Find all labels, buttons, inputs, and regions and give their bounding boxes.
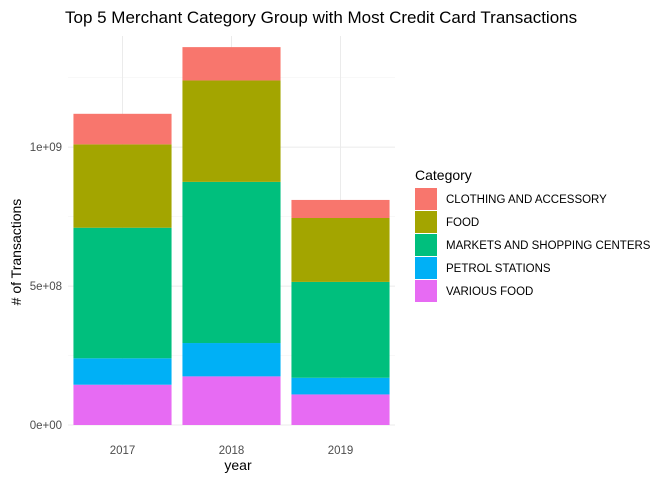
legend-label: PETROL STATIONS [446, 263, 551, 275]
x-tick-label: 2019 [328, 445, 354, 457]
legend-label: CLOTHING AND ACCESSORY [446, 194, 607, 206]
legend-key [415, 188, 437, 210]
bar-segment [73, 227, 172, 359]
bar-segment [291, 199, 390, 218]
bar-segment [73, 144, 172, 228]
bar-segment [182, 376, 281, 425]
x-tick-label: 2018 [219, 445, 245, 457]
bar-segment [182, 80, 281, 182]
y-axis-ticks: 0e+00 5e+08 1e+09 [30, 142, 62, 432]
legend-title: Category [415, 167, 472, 183]
legend-label: VARIOUS FOOD [446, 286, 533, 298]
bar-segment [73, 113, 172, 145]
bar-segment [73, 358, 172, 385]
legend-key [415, 280, 437, 302]
x-tick-label: 2017 [110, 445, 136, 457]
bar-segment [291, 281, 390, 378]
legend-key [415, 211, 437, 233]
legend-key [415, 234, 437, 256]
bar-segment [182, 181, 281, 344]
legend-label: FOOD [446, 217, 479, 229]
y-tick-label: 5e+08 [30, 281, 62, 293]
bars [73, 47, 390, 425]
bar-segment [182, 343, 281, 377]
chart-title: Top 5 Merchant Category Group with Most … [65, 8, 577, 27]
x-axis-ticks: 2017 2018 2019 [110, 445, 354, 457]
legend-key [415, 257, 437, 279]
y-axis-title: # of Transactions [8, 199, 24, 306]
x-axis-title: year [224, 457, 252, 473]
bar-segment [291, 377, 390, 395]
legend-label: MARKETS AND SHOPPING CENTERS [446, 240, 651, 252]
bar-segment [73, 384, 172, 425]
bar-segment [182, 47, 281, 81]
y-tick-label: 0e+00 [30, 420, 62, 432]
y-tick-label: 1e+09 [30, 142, 62, 154]
bar-segment [291, 394, 390, 425]
bar-segment [291, 217, 390, 282]
legend: Category CLOTHING AND ACCESSORY FOOD MARKE… [415, 167, 651, 302]
